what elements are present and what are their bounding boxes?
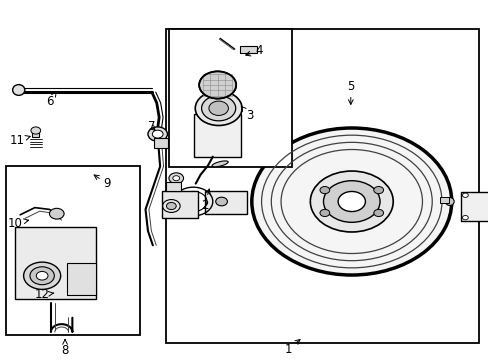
Bar — [166, 182, 181, 191]
Circle shape — [323, 181, 379, 222]
Text: 1: 1 — [284, 339, 300, 356]
Circle shape — [195, 91, 242, 126]
Circle shape — [373, 210, 383, 216]
Bar — [194, 114, 240, 157]
Circle shape — [208, 101, 228, 116]
Text: 8: 8 — [61, 339, 69, 357]
Bar — [32, 131, 39, 136]
Circle shape — [36, 271, 48, 280]
Circle shape — [251, 128, 451, 275]
Text: 3: 3 — [241, 107, 253, 122]
Text: 4: 4 — [245, 44, 263, 57]
Bar — [5, 166, 140, 335]
Bar — [165, 30, 478, 343]
Circle shape — [168, 173, 183, 184]
Text: 2: 2 — [201, 189, 210, 212]
Circle shape — [31, 127, 41, 134]
Text: 6: 6 — [45, 91, 57, 108]
Text: 7: 7 — [148, 121, 155, 134]
Circle shape — [373, 186, 383, 194]
Bar — [66, 263, 96, 296]
Ellipse shape — [445, 198, 453, 206]
Bar — [460, 192, 488, 221]
Circle shape — [310, 171, 392, 232]
Circle shape — [49, 208, 64, 219]
Bar — [239, 45, 256, 53]
Text: 11: 11 — [10, 134, 30, 147]
Text: 12: 12 — [35, 288, 54, 301]
Circle shape — [166, 202, 176, 210]
Circle shape — [152, 130, 163, 138]
Circle shape — [148, 127, 167, 141]
Circle shape — [215, 197, 227, 206]
Text: 5: 5 — [346, 80, 354, 104]
Circle shape — [201, 96, 235, 121]
Bar — [154, 138, 168, 148]
Circle shape — [199, 71, 236, 99]
Circle shape — [337, 192, 365, 212]
Circle shape — [319, 186, 329, 194]
Text: 10: 10 — [8, 216, 29, 230]
Bar — [439, 197, 448, 203]
Circle shape — [30, 267, 54, 285]
Ellipse shape — [13, 85, 25, 95]
Bar — [15, 227, 96, 299]
Circle shape — [319, 210, 329, 216]
Bar — [205, 191, 246, 214]
Ellipse shape — [212, 161, 228, 167]
Circle shape — [23, 262, 61, 289]
Bar — [161, 191, 198, 218]
Circle shape — [172, 176, 179, 181]
Circle shape — [462, 193, 468, 197]
Text: 9: 9 — [94, 175, 110, 190]
Circle shape — [462, 216, 468, 220]
Bar — [168, 30, 292, 167]
